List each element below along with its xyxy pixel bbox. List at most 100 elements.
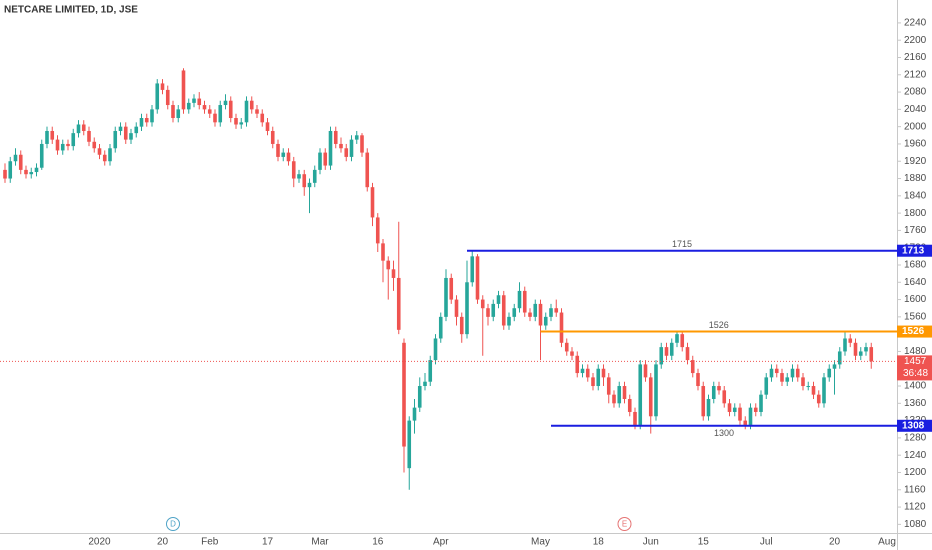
- y-tick-label: 2240: [904, 18, 927, 29]
- candle-body: [512, 308, 517, 317]
- candle-body: [349, 139, 354, 157]
- y-tick-label: 2120: [904, 69, 927, 80]
- x-tick-label: 16: [372, 537, 384, 548]
- candle-body: [244, 100, 249, 123]
- y-tick-label: 1160: [904, 484, 926, 495]
- candle-body: [155, 83, 160, 110]
- candle-body: [822, 377, 826, 404]
- candle-body: [622, 386, 627, 399]
- candle-body: [858, 351, 863, 356]
- candle-body: [60, 143, 65, 151]
- candle-body: [8, 161, 13, 179]
- y-tick-label: 1680: [904, 260, 927, 271]
- candle-body: [522, 290, 527, 313]
- candle-body: [150, 109, 154, 123]
- candle-body: [564, 342, 569, 352]
- event-marker: [166, 517, 180, 531]
- last-price-label: 1457: [904, 356, 927, 367]
- candle-body: [176, 109, 181, 119]
- candle-body: [102, 154, 107, 162]
- chart-title: NETCARE LIMITED, 1D, JSE: [4, 5, 138, 16]
- candle-body: [291, 161, 296, 179]
- x-tick-label: 2020: [88, 537, 111, 548]
- y-tick-label: 1480: [904, 346, 927, 357]
- candle-body: [407, 420, 412, 469]
- candle-body: [648, 377, 653, 417]
- candle-body: [832, 364, 837, 369]
- candle-body: [454, 299, 459, 317]
- y-tick-label: 1240: [904, 450, 927, 461]
- event-marker: [617, 517, 632, 531]
- candle-body: [365, 152, 370, 188]
- y-tick-label: 2040: [904, 104, 927, 115]
- candle-body: [213, 113, 217, 123]
- candle-body: [580, 368, 585, 374]
- level-text: 1300: [714, 428, 734, 438]
- candle-body: [129, 133, 133, 140]
- candle-body: [549, 308, 553, 317]
- x-tick-label: 20: [157, 537, 169, 548]
- candle-body: [433, 338, 438, 361]
- candle-body: [633, 411, 637, 425]
- candle-body: [144, 118, 149, 123]
- candle-body: [270, 130, 275, 144]
- y-tick-label: 1920: [904, 156, 927, 167]
- candle-body: [234, 118, 238, 125]
- y-tick-label: 2160: [904, 52, 927, 63]
- candle-body: [753, 407, 758, 412]
- candle-body: [612, 394, 616, 404]
- candle-body: [711, 386, 716, 399]
- candle-body: [223, 100, 228, 106]
- candle-body: [249, 100, 254, 110]
- y-tick-label: 2000: [904, 121, 927, 132]
- candle-body: [748, 407, 753, 425]
- level-price-box: [897, 419, 932, 432]
- candle-body: [617, 386, 622, 404]
- x-tick-label: Apr: [433, 537, 449, 548]
- candle-body: [654, 364, 658, 417]
- candle-body: [375, 217, 380, 244]
- candle-body: [470, 256, 475, 283]
- candle-body: [370, 187, 375, 218]
- candle-body: [790, 368, 795, 378]
- candle-body: [827, 368, 832, 378]
- candle-body: [465, 282, 469, 335]
- candle-body: [696, 373, 700, 387]
- x-tick-label: 17: [262, 537, 274, 548]
- y-tick-label: 1280: [904, 433, 927, 444]
- candle-body: [837, 351, 842, 365]
- candle-body: [171, 105, 175, 119]
- candle-body: [113, 130, 118, 149]
- candle-body: [444, 277, 448, 317]
- candle-body: [664, 347, 669, 356]
- candle-body: [596, 368, 601, 387]
- candle-body: [160, 83, 165, 90]
- y-tick-label: 1360: [904, 398, 927, 409]
- candle-body: [643, 364, 648, 378]
- candle-body: [743, 420, 748, 425]
- candle-body: [680, 334, 685, 348]
- candle-body: [423, 381, 427, 387]
- candle-body: [24, 169, 28, 175]
- y-tick-label: 2080: [904, 87, 927, 98]
- candle-body: [192, 98, 196, 103]
- level-price-box: [897, 244, 932, 257]
- candle-body: [381, 243, 385, 261]
- candle-body: [255, 109, 259, 114]
- candle-body: [45, 130, 49, 144]
- candle-body: [853, 342, 858, 356]
- candle-body: [181, 70, 186, 110]
- x-tick-label: 18: [593, 537, 605, 548]
- x-tick-label: May: [531, 537, 550, 548]
- candle-body: [87, 130, 91, 142]
- event-label: E: [622, 520, 627, 529]
- candle-body: [732, 407, 737, 412]
- candle-body: [134, 126, 139, 134]
- candle-body: [165, 89, 170, 106]
- y-tick-label: 1560: [904, 312, 927, 323]
- y-tick-label: 1880: [904, 173, 927, 184]
- candle-body: [3, 169, 7, 179]
- x-tick-label: 15: [698, 537, 710, 548]
